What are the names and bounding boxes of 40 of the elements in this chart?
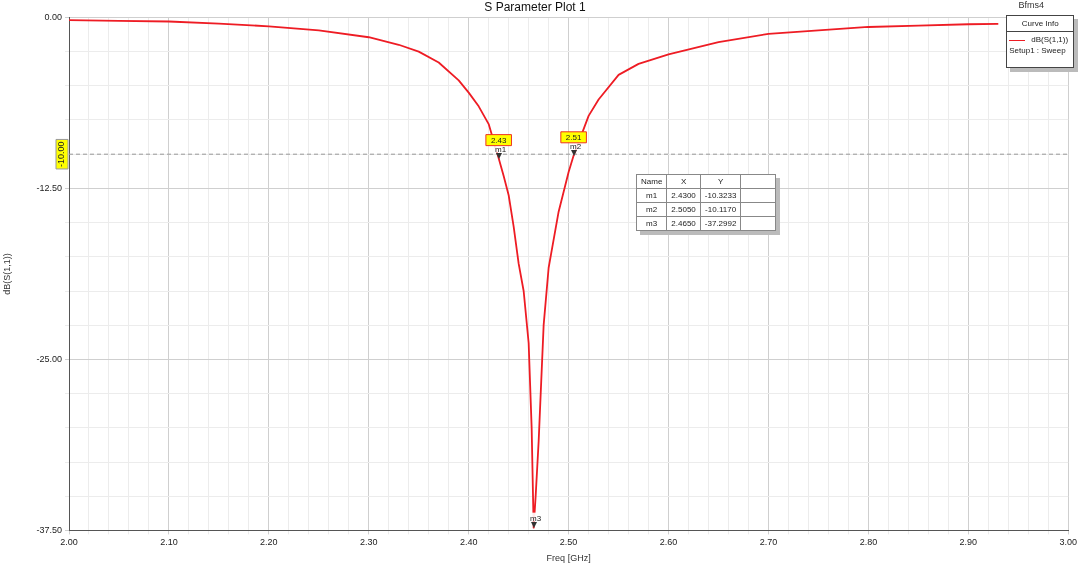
annotation: 2.51 — [565, 133, 582, 142]
text: Bfms4 — [1018, 0, 1044, 10]
annotation: 2.4650 — [666, 216, 701, 231]
annotation: Setup1 : Sweep — [1008, 45, 1067, 58]
annotation: -10.1170 — [700, 202, 741, 217]
x-tick-label: 2.90 — [959, 537, 978, 548]
legend-title: Curve Info — [1007, 16, 1074, 33]
x-tick-label: 2.10 — [160, 537, 178, 548]
annotation: 2.5050 — [666, 202, 701, 217]
x-tick-label: 2.60 — [659, 537, 678, 548]
x-tick-label: 2.40 — [459, 537, 478, 548]
annotation: -37.2992 — [700, 216, 741, 231]
annotation: m3 — [530, 513, 542, 523]
annotation: m3 — [636, 216, 667, 231]
chart-title: S Parameter Plot 1 — [484, 0, 587, 14]
x-tick-label: 2.00 — [60, 537, 78, 548]
y-tick-label: -25.00 — [36, 353, 62, 364]
x-tick-label: 3.00 — [1059, 537, 1078, 548]
x-tick-label: 2.70 — [759, 537, 778, 548]
y-tick-label: 0.00 — [44, 11, 62, 22]
annotation: -10.3233 — [700, 188, 741, 203]
annotation: m1 — [495, 144, 507, 154]
x-tick-label: 2.50 — [559, 537, 578, 548]
annotation: m2 — [636, 202, 667, 217]
y-tick-label: -12.50 — [36, 182, 62, 193]
annotation: m1 — [636, 188, 667, 203]
x-tick-label: 2.30 — [360, 537, 378, 548]
annotation: 2.43 — [490, 135, 508, 145]
annotation: Name — [636, 174, 667, 189]
annotation: X — [666, 174, 701, 189]
x-axis-title: Freq [GHz] — [546, 553, 591, 564]
annotation: 2.4300 — [666, 188, 701, 203]
annotation: Y — [700, 174, 741, 189]
x-tick-label: 2.20 — [260, 537, 278, 548]
annotation: m2 — [570, 141, 582, 151]
legend-label: dB(S(1,1)) — [1030, 34, 1070, 46]
y-tick-label: -37.50 — [36, 524, 62, 535]
ref-line-label: -10.00 — [56, 141, 67, 167]
y-axis-title: dB(S(1,1)) — [1, 253, 12, 295]
x-tick-label: 2.80 — [859, 537, 878, 548]
